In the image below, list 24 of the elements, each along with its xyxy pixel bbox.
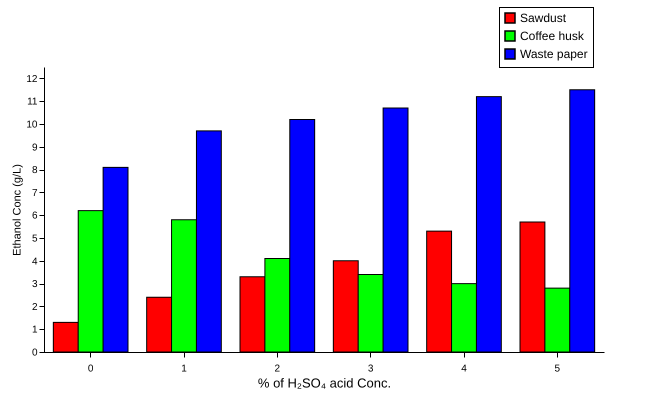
y-tick-label: 9 (32, 142, 38, 154)
legend-label: Sawdust (520, 11, 567, 25)
y-tick-label: 12 (26, 74, 38, 85)
x-tick-label: 1 (181, 364, 188, 374)
legend-label: Waste paper (520, 47, 588, 61)
x-tick-label: 4 (461, 364, 468, 374)
x-tick-label: 3 (368, 364, 374, 374)
legend-label: Coffee husk (520, 29, 585, 43)
y-tick-label: 8 (32, 165, 38, 176)
x-axis-title: % of H₂SO₄ acid Conc. (258, 376, 392, 390)
y-tick-label: 6 (32, 210, 38, 222)
y-tick-label: 0 (32, 348, 38, 358)
y-axis-title: Ethanol Conc (g/L) (11, 164, 24, 256)
y-tick-label: 11 (27, 96, 38, 108)
x-tick-label: 5 (554, 364, 561, 374)
x-tick-label: 0 (88, 364, 94, 374)
y-tick-label: 3 (32, 279, 38, 290)
x-tick-label: 2 (274, 364, 281, 374)
y-tick-label: 10 (26, 120, 38, 130)
y-tick-label: 5 (32, 234, 38, 244)
y-tick-label: 1 (32, 324, 38, 336)
y-tick-label: 7 (32, 188, 38, 199)
y-tick-label: 2 (32, 302, 38, 313)
y-tick-label: 4 (32, 256, 38, 268)
